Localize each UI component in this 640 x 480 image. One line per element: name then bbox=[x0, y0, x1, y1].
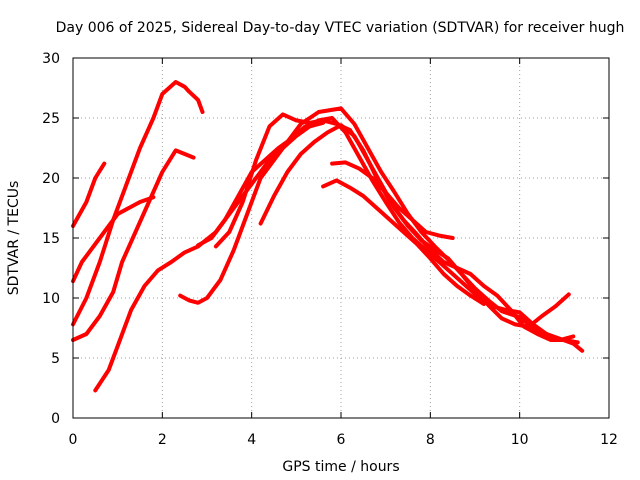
series-line-arc-1 bbox=[71, 161, 107, 228]
y-tick-label: 0 bbox=[51, 411, 60, 427]
series-line-arc-10 bbox=[330, 160, 455, 240]
axis-ticks: 0 2 4 6 8 10 12 0 5 10 15 20 25 30 bbox=[42, 51, 618, 448]
series-line-arc-7 bbox=[196, 116, 576, 342]
series-line-arc-2 bbox=[71, 195, 156, 284]
chart-title: Day 006 of 2025, Sidereal Day-to-day VTE… bbox=[56, 20, 625, 36]
y-tick-label: 5 bbox=[51, 351, 60, 367]
series-line-arc-6 bbox=[178, 106, 585, 353]
series-line-arc-3 bbox=[71, 80, 205, 327]
y-tick-label: 25 bbox=[42, 111, 60, 127]
y-axis-label: SDTVAR / TECUs bbox=[6, 181, 22, 296]
series-line-arc-11 bbox=[321, 178, 486, 306]
series-line-arc-4 bbox=[71, 148, 196, 342]
y-tick-label: 20 bbox=[42, 171, 60, 187]
x-axis-label: GPS time / hours bbox=[282, 459, 399, 475]
x-tick-label: 10 bbox=[511, 432, 529, 448]
x-tick-label: 0 bbox=[69, 432, 78, 448]
series-line-arc-9 bbox=[258, 123, 571, 329]
series-group bbox=[71, 80, 585, 393]
series-line-arc-5 bbox=[93, 120, 326, 393]
x-tick-label: 4 bbox=[247, 432, 256, 448]
y-tick-label: 15 bbox=[42, 231, 60, 247]
y-tick-label: 10 bbox=[42, 291, 60, 307]
x-tick-label: 8 bbox=[426, 432, 435, 448]
x-tick-label: 12 bbox=[600, 432, 618, 448]
grid-lines bbox=[73, 58, 609, 418]
x-tick-label: 6 bbox=[337, 432, 346, 448]
x-tick-label: 2 bbox=[158, 432, 167, 448]
y-tick-label: 30 bbox=[42, 51, 60, 67]
